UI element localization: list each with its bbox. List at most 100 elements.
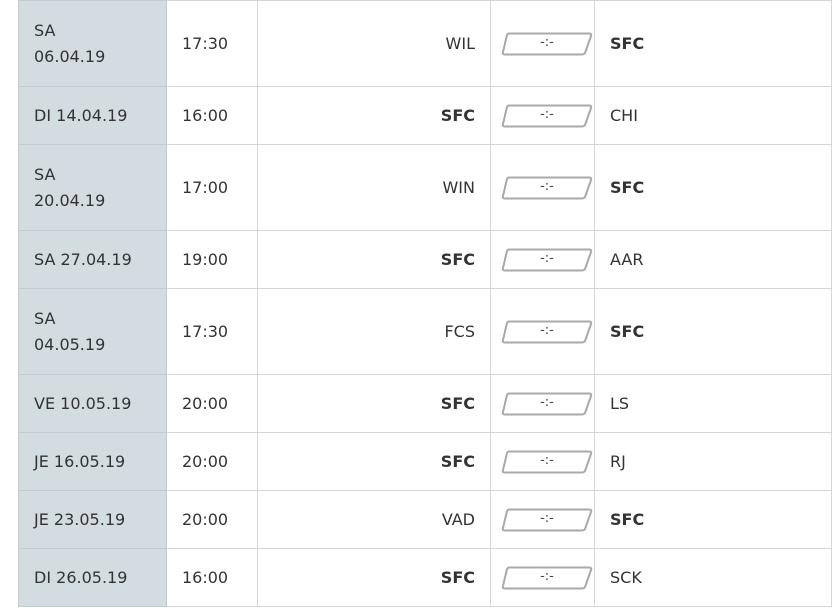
match-day: SA <box>34 308 56 328</box>
score-cell: -:- <box>490 86 595 145</box>
away-team: SFC <box>594 0 832 87</box>
away-team: SFC <box>594 288 832 375</box>
score-badge[interactable]: -:- <box>501 320 593 344</box>
away-team: LS <box>594 374 832 433</box>
fixture-row: SA 20.04.19 17:00 WIN -:- SFC <box>18 144 832 231</box>
match-date: SA 20.04.19 <box>18 144 167 231</box>
score-cell: -:- <box>490 0 595 87</box>
score-badge-shape <box>501 320 593 343</box>
score-badge[interactable]: -:- <box>501 508 593 532</box>
score-value: -:- <box>540 250 554 266</box>
home-team: SFC <box>257 230 491 289</box>
score-cell: -:- <box>490 432 595 491</box>
score-badge[interactable]: -:- <box>501 176 593 200</box>
match-time: 20:00 <box>166 374 258 433</box>
match-date: JE 23.05.19 <box>18 490 167 549</box>
match-time: 17:30 <box>166 288 258 375</box>
match-date-value: 26.05.19 <box>56 567 128 587</box>
match-day: VE <box>34 393 56 413</box>
match-date: JE 16.05.19 <box>18 432 167 491</box>
match-time: 19:00 <box>166 230 258 289</box>
match-date: DI 26.05.19 <box>18 548 167 607</box>
score-value: -:- <box>540 178 554 194</box>
fixture-row: JE 23.05.19 20:00 VAD -:- SFC <box>18 490 832 549</box>
match-date-value: 23.05.19 <box>53 509 126 529</box>
away-team: SFC <box>594 144 832 231</box>
score-cell: -:- <box>490 144 595 231</box>
home-team: FCS <box>257 288 491 375</box>
match-day: SA <box>34 20 56 40</box>
score-badge-shape <box>501 32 593 55</box>
away-team: RJ <box>594 432 832 491</box>
match-day: DI <box>34 105 52 125</box>
match-time: 20:00 <box>166 490 258 549</box>
score-cell: -:- <box>490 230 595 289</box>
match-date-value: 06.04.19 <box>34 46 106 66</box>
score-badge-shape <box>501 176 593 199</box>
match-time: 20:00 <box>166 432 258 491</box>
score-badge[interactable]: -:- <box>501 392 593 416</box>
away-team: SCK <box>594 548 832 607</box>
score-value: -:- <box>540 452 554 468</box>
match-time: 16:00 <box>166 86 258 145</box>
score-cell: -:- <box>490 374 595 433</box>
fixture-row: VE 10.05.19 20:00 SFC -:- LS <box>18 374 832 433</box>
score-badge[interactable]: -:- <box>501 104 593 128</box>
score-badge[interactable]: -:- <box>501 248 593 272</box>
match-date: SA 06.04.19 <box>18 0 167 87</box>
match-time: 17:30 <box>166 0 258 87</box>
home-team: VAD <box>257 490 491 549</box>
score-badge-shape <box>501 566 593 589</box>
score-value: -:- <box>540 106 554 122</box>
match-date-value: 14.04.19 <box>56 105 128 125</box>
score-badge-shape <box>501 392 593 415</box>
score-value: -:- <box>540 322 554 338</box>
match-day: SA <box>34 164 56 184</box>
match-time: 17:00 <box>166 144 258 231</box>
fixture-row: JE 16.05.19 20:00 SFC -:- RJ <box>18 432 832 491</box>
match-day: SA <box>34 249 56 269</box>
home-team: WIL <box>257 0 491 87</box>
score-cell: -:- <box>490 490 595 549</box>
score-badge[interactable]: -:- <box>501 566 593 590</box>
match-time: 16:00 <box>166 548 258 607</box>
score-cell: -:- <box>490 288 595 375</box>
match-day: DI <box>34 567 52 587</box>
score-value: -:- <box>540 394 554 410</box>
match-date-value: 10.05.19 <box>60 393 132 413</box>
score-value: -:- <box>540 510 554 526</box>
score-badge-shape <box>501 104 593 127</box>
fixtures-table: SA 06.04.19 17:30 WIL -:- SFC DI 14.04.19 16:00… <box>18 0 832 607</box>
score-badge-shape <box>501 508 593 531</box>
match-date: SA 27.04.19 <box>18 230 167 289</box>
match-date: VE 10.05.19 <box>18 374 167 433</box>
match-date: DI 14.04.19 <box>18 86 167 145</box>
home-team: WIN <box>257 144 491 231</box>
home-team: SFC <box>257 548 491 607</box>
score-badge[interactable]: -:- <box>501 450 593 474</box>
score-cell: -:- <box>490 548 595 607</box>
home-team: SFC <box>257 432 491 491</box>
away-team: AAR <box>594 230 832 289</box>
match-day: JE <box>34 509 49 529</box>
fixture-row: SA 27.04.19 19:00 SFC -:- AAR <box>18 230 832 289</box>
match-day: JE <box>34 451 49 471</box>
fixture-row: DI 14.04.19 16:00 SFC -:- CHI <box>18 86 832 145</box>
away-team: CHI <box>594 86 832 145</box>
match-date: SA 04.05.19 <box>18 288 167 375</box>
score-badge-shape <box>501 248 593 271</box>
match-date-value: 20.04.19 <box>34 190 106 210</box>
score-badge[interactable]: -:- <box>501 32 593 56</box>
home-team: SFC <box>257 374 491 433</box>
match-date-value: 04.05.19 <box>34 334 106 354</box>
match-date-value: 16.05.19 <box>53 451 126 471</box>
fixture-row: DI 26.05.19 16:00 SFC -:- SCK <box>18 548 832 607</box>
home-team: SFC <box>257 86 491 145</box>
score-value: -:- <box>540 568 554 584</box>
score-badge-shape <box>501 450 593 473</box>
score-value: -:- <box>540 34 554 50</box>
away-team: SFC <box>594 490 832 549</box>
fixture-row: SA 04.05.19 17:30 FCS -:- SFC <box>18 288 832 375</box>
fixture-row: SA 06.04.19 17:30 WIL -:- SFC <box>18 0 832 87</box>
match-date-value: 27.04.19 <box>60 249 132 269</box>
